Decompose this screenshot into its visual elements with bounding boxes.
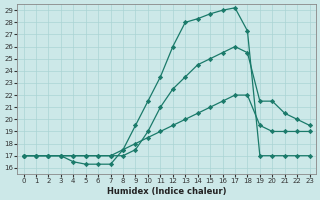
X-axis label: Humidex (Indice chaleur): Humidex (Indice chaleur) (107, 187, 226, 196)
